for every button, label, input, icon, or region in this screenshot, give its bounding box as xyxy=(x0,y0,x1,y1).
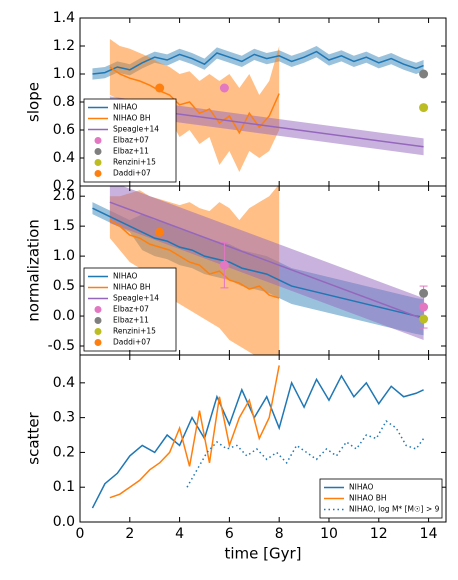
y-tick-label: 0.4 xyxy=(53,150,75,166)
point xyxy=(419,314,429,324)
y-tick-label: 0.2 xyxy=(53,444,75,460)
legend-marker xyxy=(94,339,102,346)
plot-area xyxy=(92,186,424,355)
x-tick-label: 8 xyxy=(275,526,284,542)
legend-label: Elbaz+11 xyxy=(113,147,149,156)
legend-label: Elbaz+07 xyxy=(113,305,149,314)
y-tick-label: 2.0 xyxy=(53,188,75,204)
x-tick-label: 2 xyxy=(125,526,134,542)
legend-marker xyxy=(94,328,102,335)
line xyxy=(92,207,424,318)
x-tick-label: 10 xyxy=(320,526,338,542)
y-tick-label: 0.0 xyxy=(53,308,75,324)
point xyxy=(155,227,165,237)
x-tick-label: 12 xyxy=(370,526,388,542)
y-tick-label: 1.0 xyxy=(53,248,75,264)
frame xyxy=(79,354,447,523)
legend-label: Daddi+07 xyxy=(113,169,151,178)
y-tick-label: 1.2 xyxy=(53,38,75,54)
y-tick-label: -0.5 xyxy=(48,338,75,354)
legend-label: Renzini+15 xyxy=(113,327,156,336)
legend-label: NIHAO xyxy=(113,103,137,112)
legend-marker xyxy=(94,170,102,177)
y-axis-label: normalization xyxy=(25,219,43,322)
plot-area xyxy=(92,39,424,172)
point xyxy=(419,302,429,312)
legend-label: NIHAO xyxy=(349,483,373,492)
line xyxy=(109,365,280,499)
y-tick-label: 0.6 xyxy=(53,122,75,138)
legend: NIHAO NIHAO BH Speagle+14 Elbaz+07 Elbaz+11 R… xyxy=(83,98,177,183)
panel: 0.2 0.4 0.6 0.8 1.0 1.2 1.4 slope NIHAO NIHAO BH S… xyxy=(25,10,447,194)
band xyxy=(109,39,280,172)
x-tick-label: 0 xyxy=(76,526,85,542)
x-tick-label: 4 xyxy=(175,526,184,542)
y-tick-label: 1.5 xyxy=(53,218,75,234)
point xyxy=(419,103,429,113)
legend-label: Speagle+14 xyxy=(113,294,159,303)
legend-label: NIHAO BH xyxy=(349,494,387,503)
x-tick-label: 14 xyxy=(420,526,438,542)
line xyxy=(186,420,425,488)
legend-marker xyxy=(94,306,102,313)
point xyxy=(219,83,229,93)
line xyxy=(109,219,280,299)
legend-label: NIHAO, log M* [M☉] > 9 xyxy=(349,505,440,514)
point xyxy=(419,288,429,298)
legend-marker xyxy=(94,137,102,144)
legend-label: Daddi+07 xyxy=(113,338,151,347)
y-tick-label: 0.0 xyxy=(53,514,75,530)
point xyxy=(219,260,229,270)
legend-marker xyxy=(94,159,102,166)
y-tick-label: 1.0 xyxy=(53,66,75,82)
line xyxy=(91,374,424,509)
point xyxy=(419,69,429,79)
y-tick-label: 0.4 xyxy=(53,375,75,391)
legend-label: Elbaz+07 xyxy=(113,136,149,145)
legend-label: Elbaz+11 xyxy=(113,316,149,325)
plot-area xyxy=(91,365,425,509)
band xyxy=(109,186,424,341)
x-axis-label: time [Gyr] xyxy=(224,545,301,563)
legend-marker xyxy=(94,148,102,155)
band xyxy=(92,46,424,80)
legend-marker xyxy=(94,317,102,324)
legend: NIHAO NIHAO BH Speagle+14 Elbaz+07 Elbaz+11 R… xyxy=(83,267,177,352)
legend-label: NIHAO BH xyxy=(113,283,151,292)
legend-label: NIHAO BH xyxy=(113,114,151,123)
point xyxy=(155,83,165,93)
legend-label: Renzini+15 xyxy=(113,158,156,167)
line xyxy=(109,66,280,135)
panel: 0.0 0.1 0.2 0.3 0.4 0 2 4 6 8 10 12 14 time [Gyr] scat… xyxy=(25,18,447,563)
legend-label: Speagle+14 xyxy=(113,125,159,134)
y-tick-label: 1.4 xyxy=(53,10,75,26)
legend: NIHAO NIHAO BH NIHAO, log M* [M☉] > 9 xyxy=(319,478,443,519)
y-tick-label: 0.2 xyxy=(53,178,75,194)
y-axis-label: scatter xyxy=(25,411,43,464)
x-tick-label: 6 xyxy=(225,526,234,542)
line xyxy=(92,50,424,75)
y-tick-label: 0.8 xyxy=(53,94,75,110)
y-axis-label: slope xyxy=(25,82,43,122)
y-tick-label: 0.5 xyxy=(53,278,75,294)
legend-label: NIHAO xyxy=(113,272,137,281)
y-tick-label: 0.1 xyxy=(53,479,75,495)
line xyxy=(109,201,424,320)
y-tick-label: 0.3 xyxy=(53,410,75,426)
